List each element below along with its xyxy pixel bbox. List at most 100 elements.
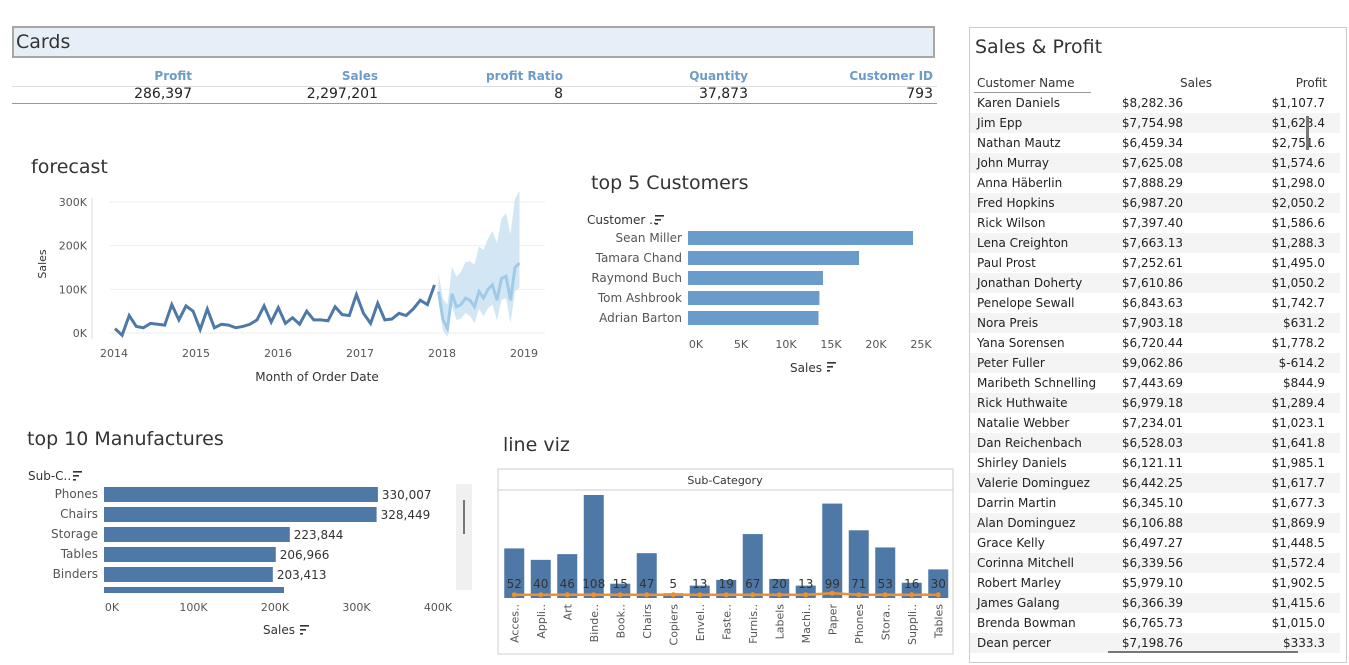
lineviz-line-point	[723, 592, 729, 598]
customer-name-cell: Alan Dominguez	[977, 516, 1076, 530]
sort-icon	[827, 362, 836, 372]
top10-chart[interactable]: Sub-C.. Phones 330,007 Chairs 328,449 Storag…	[20, 462, 465, 642]
table-row[interactable]: Rick Huthwaite $6,979.18 $1,289.4	[970, 393, 1340, 413]
table-row[interactable]: Karen Daniels $8,282.36 $1,107.7	[970, 93, 1340, 113]
lineviz-data-label: 15	[613, 577, 628, 591]
lineviz-bar	[928, 569, 949, 598]
table-row[interactable]: Jim Epp $7,754.98 $1,623.4	[970, 113, 1340, 133]
table-row[interactable]: Alan Dominguez $6,106.88 $1,869.9	[970, 513, 1340, 533]
profit-cell: $1,677.3	[1271, 496, 1325, 510]
profit-cell: $1,572.4	[1271, 556, 1325, 570]
top10-scroll-thumb[interactable]	[463, 500, 465, 534]
lineviz-category-label: Acces..	[508, 604, 521, 643]
table-row[interactable]: Rick Wilson $7,397.40 $1,586.6	[970, 213, 1340, 233]
table-row[interactable]: Darrin Martin $6,345.10 $1,677.3	[970, 493, 1340, 513]
table-row[interactable]: Fred Hopkins $6,987.20 $2,050.2	[970, 193, 1340, 213]
lineviz-category-label: Chairs	[641, 604, 654, 639]
top5-x-tick: 0K	[689, 338, 704, 351]
lineviz-title: line viz	[503, 434, 570, 456]
top10-bar	[104, 567, 273, 582]
profit-cell: $-614.2	[1278, 356, 1325, 370]
top10-x-tick: 0K	[105, 601, 120, 614]
col-header-customer[interactable]: Customer Name	[977, 76, 1075, 90]
lineviz-category-label: Phones	[853, 604, 866, 644]
table-row[interactable]: Dan Reichenbach $6,528.03 $1,641.8	[970, 433, 1340, 453]
table-v-scroll-thumb[interactable]	[1306, 116, 1309, 150]
top10-bar	[104, 507, 377, 522]
profit-cell: $1,050.2	[1271, 276, 1325, 290]
table-row[interactable]: Shirley Daniels $6,121.11 $1,985.1	[970, 453, 1340, 473]
sales-cell: $7,610.86	[1121, 276, 1183, 290]
customer-name-cell: Nathan Mautz	[977, 136, 1061, 150]
customer-name-cell: Dean percer	[977, 636, 1051, 650]
table-h-scroll-thumb[interactable]	[1108, 651, 1298, 653]
sales-cell: $7,903.18	[1121, 316, 1183, 330]
forecast-x-tick: 2016	[264, 347, 292, 360]
top10-bar	[104, 527, 290, 542]
table-row[interactable]: Paul Prost $7,252.61 $1,495.0	[970, 253, 1340, 273]
col-header-sales[interactable]: Sales	[1180, 76, 1212, 90]
forecast-y-tick: 200K	[59, 240, 88, 253]
sales-cell: $7,663.13	[1121, 236, 1183, 250]
forecast-predicted-line	[437, 262, 521, 334]
top5-chart[interactable]: Customer .. Sean Miller Tamara Chand Raymo…	[582, 205, 942, 385]
top10-x-tick: 200K	[261, 601, 290, 614]
profit-cell: $1,495.0	[1271, 256, 1325, 270]
top5-category-label: Adrian Barton	[599, 311, 682, 325]
table-row[interactable]: Yana Sorensen $6,720.44 $1,778.2	[970, 333, 1340, 353]
lineviz-bar	[822, 503, 843, 598]
lineviz-line-point	[776, 592, 782, 598]
table-row[interactable]: Dean percer $7,198.76 $333.3	[970, 633, 1340, 653]
kpi-sales-label: Sales	[341, 69, 378, 83]
forecast-x-tick: 2019	[510, 347, 538, 360]
table-row[interactable]: Lena Creighton $7,663.13 $1,288.3	[970, 233, 1340, 253]
sales-cell: $6,121.11	[1121, 456, 1183, 470]
top5-x-tick: 15K	[820, 338, 842, 351]
customer-name-cell: Yana Sorensen	[977, 336, 1065, 350]
table-row[interactable]: Peter Fuller $9,062.86 $-614.2	[970, 353, 1340, 373]
table-row[interactable]: Maribeth Schnelling $7,443.69 $844.9	[970, 373, 1340, 393]
kpi-divider-bottom	[12, 103, 937, 104]
customer-name-cell: Jonathan Doherty	[977, 276, 1083, 290]
sales-cell: $6,366.39	[1121, 596, 1183, 610]
sort-icon	[73, 471, 82, 481]
profit-cell: $844.9	[1283, 376, 1325, 390]
top10-scrollbar[interactable]	[456, 484, 472, 590]
table-row[interactable]: Jonathan Doherty $7,610.86 $1,050.2	[970, 273, 1340, 293]
table-row[interactable]: Brenda Bowman $6,765.73 $1,015.0	[970, 613, 1340, 633]
lineviz-line-point	[670, 592, 676, 598]
lineviz-line-point	[644, 592, 650, 598]
sales-cell: $6,442.25	[1121, 476, 1183, 490]
top10-x-tick: 100K	[179, 601, 208, 614]
lineviz-bar	[716, 579, 737, 598]
table-row[interactable]: Anna Häberlin $7,888.29 $1,298.0	[970, 173, 1340, 193]
table-row[interactable]: Nathan Mautz $6,459.34 $2,751.6	[970, 133, 1340, 153]
lineviz-line-point	[538, 592, 544, 598]
table-row[interactable]: Natalie Webber $7,234.01 $1,023.1	[970, 413, 1340, 433]
lineviz-data-label: 40	[533, 577, 548, 591]
sales-cell: $9,062.86	[1121, 356, 1183, 370]
table-row[interactable]: John Murray $7,625.08 $1,574.6	[970, 153, 1340, 173]
lineviz-data-label: 46	[560, 577, 575, 591]
kpi-quantity-label: Quantity	[689, 69, 748, 83]
table-row[interactable]: Penelope Sewall $6,843.63 $1,742.7	[970, 293, 1340, 313]
table-row[interactable]: Nora Preis $7,903.18 $631.2	[970, 313, 1340, 333]
table-row[interactable]: Grace Kelly $6,497.27 $1,448.5	[970, 533, 1340, 553]
table-row[interactable]: Robert Marley $5,979.10 $1,902.5	[970, 573, 1340, 593]
forecast-actual-line	[113, 284, 436, 338]
lineviz-line-point	[564, 592, 570, 598]
sales-cell: $6,345.10	[1121, 496, 1183, 510]
top10-category-label: Phones	[55, 487, 98, 501]
top5-x-axis-label: Sales	[790, 361, 822, 375]
lineviz-chart[interactable]: Sub-Category 52 40 46 108 15 47 5 13 19 67 20 13 99 7…	[497, 468, 955, 658]
customer-name-cell: Robert Marley	[977, 576, 1062, 590]
forecast-x-tick: 2015	[182, 347, 210, 360]
lineviz-line-point	[856, 592, 862, 598]
table-row[interactable]: James Galang $6,366.39 $1,415.6	[970, 593, 1340, 613]
lineviz-line-point	[803, 592, 809, 598]
table-row[interactable]: Valerie Dominguez $6,442.25 $1,617.7	[970, 473, 1340, 493]
table-row[interactable]: Corinna Mitchell $6,339.56 $1,572.4	[970, 553, 1340, 573]
lineviz-category-label: Suppli..	[906, 604, 919, 645]
col-header-profit[interactable]: Profit	[1295, 76, 1327, 90]
